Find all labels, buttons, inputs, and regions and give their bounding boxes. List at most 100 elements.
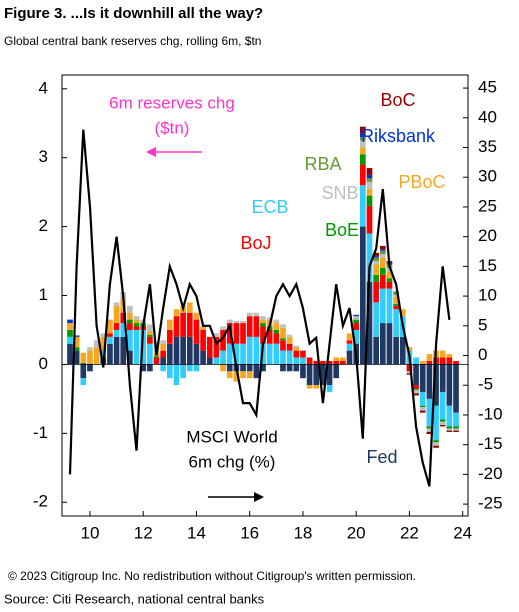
bar <box>446 364 453 406</box>
bar <box>379 274 386 289</box>
bar <box>373 256 379 258</box>
bar <box>366 181 373 189</box>
bar <box>379 323 386 365</box>
bar <box>260 316 266 320</box>
bar <box>133 326 140 330</box>
bar <box>360 140 366 148</box>
bar <box>233 323 240 344</box>
bar <box>226 343 233 365</box>
bar <box>366 281 373 365</box>
bar <box>360 164 366 186</box>
y2-tick-label: 40 <box>478 107 497 126</box>
x-tick-label: 20 <box>347 523 366 542</box>
bar <box>346 340 353 344</box>
bar <box>233 371 240 382</box>
bar <box>300 350 306 358</box>
bar <box>386 271 393 279</box>
bar <box>193 312 200 320</box>
bar <box>213 336 220 358</box>
y2-tick-label: -25 <box>478 494 503 513</box>
bar <box>213 357 220 365</box>
bar <box>406 347 413 351</box>
bar <box>346 343 353 351</box>
bar <box>240 371 246 379</box>
bar <box>366 178 373 182</box>
bar <box>80 364 87 379</box>
line <box>68 129 451 487</box>
bar <box>100 333 107 337</box>
bar <box>426 354 433 361</box>
bar <box>193 319 200 344</box>
bar <box>127 319 133 324</box>
bar <box>446 354 453 358</box>
bar <box>373 264 379 275</box>
bar <box>293 357 300 365</box>
bar <box>246 371 253 379</box>
bar <box>253 336 260 365</box>
annotation: MSCI World <box>186 427 277 446</box>
bar <box>226 323 233 344</box>
bar <box>353 319 360 324</box>
bar <box>127 329 133 351</box>
x-tick-label: 22 <box>400 523 419 542</box>
y-tick-label: 1 <box>39 285 48 304</box>
bar <box>67 329 73 337</box>
bar <box>386 288 393 324</box>
bar <box>320 364 326 386</box>
bar <box>140 364 147 372</box>
bar <box>386 323 393 365</box>
bar <box>80 352 87 364</box>
bar <box>379 257 386 268</box>
bar <box>253 312 260 317</box>
x-tick-label: 10 <box>80 523 99 542</box>
bar <box>120 312 127 324</box>
bar <box>373 274 379 282</box>
bar <box>433 445 439 448</box>
bar <box>113 323 120 330</box>
bar <box>253 316 260 337</box>
bar <box>300 357 306 365</box>
bar <box>320 360 326 365</box>
bar <box>446 430 453 432</box>
bar <box>286 334 293 337</box>
bar <box>173 309 180 317</box>
bar <box>87 364 93 372</box>
bar <box>260 323 266 327</box>
bar <box>426 398 433 427</box>
bar <box>240 343 246 365</box>
bar <box>166 319 173 330</box>
bar <box>113 336 120 365</box>
bar <box>246 336 253 365</box>
bar <box>453 428 459 431</box>
bar <box>280 340 286 351</box>
bar <box>107 336 113 344</box>
bar <box>166 329 173 344</box>
bar <box>153 356 160 358</box>
bar <box>293 350 300 358</box>
x-tick-label: 12 <box>134 523 153 542</box>
bar <box>406 364 413 372</box>
y2-tick-label: -10 <box>478 404 503 423</box>
bar <box>260 326 266 344</box>
bar <box>220 364 226 372</box>
annotation: ($tn) <box>155 118 190 137</box>
bar <box>107 343 113 365</box>
bar <box>273 323 280 330</box>
y2-tick-label: 45 <box>478 78 497 97</box>
bar <box>446 428 453 431</box>
bar <box>360 147 366 155</box>
bar <box>379 250 386 255</box>
y2-tick-label: 0 <box>478 345 487 364</box>
bar <box>73 347 80 351</box>
bar <box>93 347 100 365</box>
bar <box>87 350 93 365</box>
bar <box>386 278 393 282</box>
bar <box>439 364 446 392</box>
bar <box>266 317 273 320</box>
bar <box>280 350 286 365</box>
bar <box>439 425 446 427</box>
bar <box>313 364 320 386</box>
bar <box>426 360 433 365</box>
bar <box>366 233 373 282</box>
